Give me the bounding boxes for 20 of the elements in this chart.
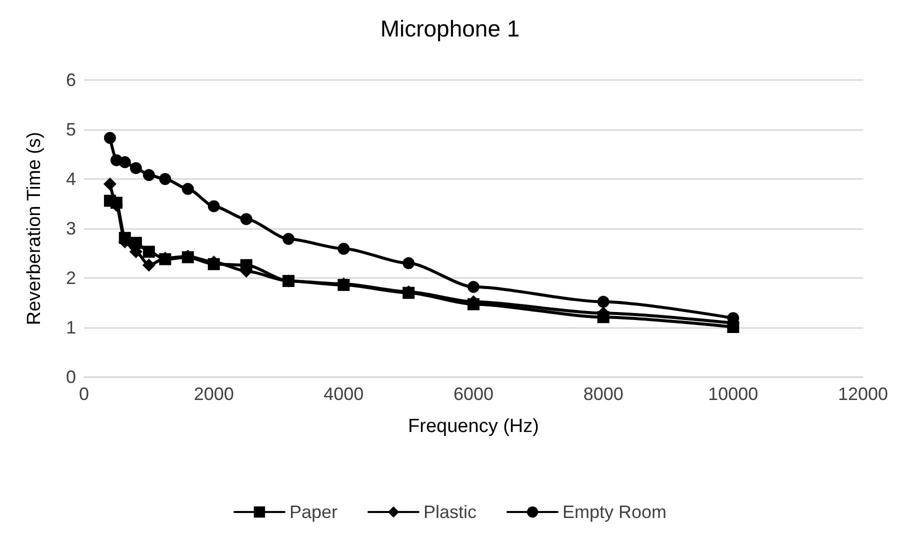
y-tick-label: 4 (66, 169, 76, 189)
y-tick-label: 6 (66, 70, 76, 90)
x-axis-title: Frequency (Hz) (408, 416, 539, 437)
x-tick-label: 2000 (194, 384, 234, 404)
legend-label: Plastic (423, 502, 477, 522)
x-tick-label: 8000 (583, 384, 624, 404)
legend-label: Paper (289, 502, 338, 522)
legend-label: Empty Room (562, 502, 667, 522)
y-tick-label: 0 (66, 367, 76, 387)
x-tick-label: 12000 (838, 384, 888, 404)
x-tick-label: 6000 (453, 384, 494, 404)
y-axis-title: Reverberation Time (s) (24, 132, 45, 326)
y-tick-label: 5 (66, 120, 76, 140)
x-tick-label: 0 (78, 384, 90, 404)
y-tick-label: 2 (66, 268, 76, 288)
y-tick-label: 3 (66, 218, 76, 238)
x-tick-label: 4000 (324, 384, 364, 404)
chart-title: Microphone 1 (380, 16, 520, 42)
x-tick-label: 10000 (708, 384, 758, 404)
y-tick-label: 1 (66, 318, 76, 338)
